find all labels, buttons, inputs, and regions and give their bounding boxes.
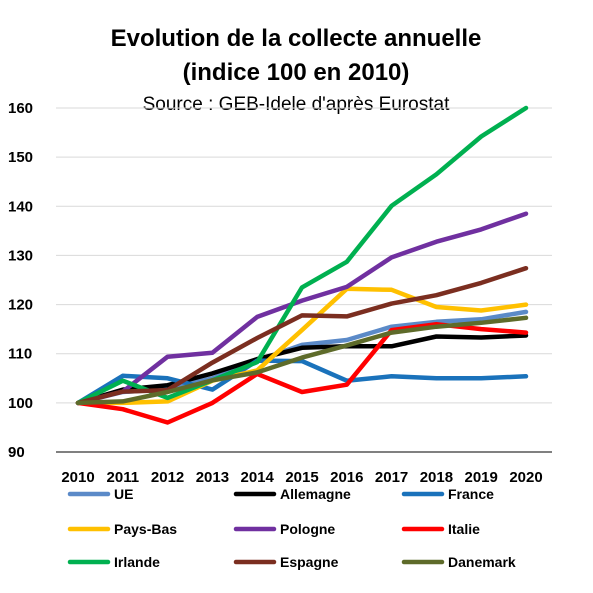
legend-label: Irlande [114,554,160,570]
series-line-pologne [75,211,529,406]
x-tick-label: 2019 [465,469,498,486]
series-line-france [75,358,529,406]
chart-title-line2: (indice 100 en 2010) [183,59,410,86]
series-line-danemark [75,315,529,406]
x-tick-label: 2010 [61,469,94,486]
legend-label: France [448,486,494,502]
y-tick-label: 140 [8,198,33,215]
y-axis: 90 100 110 120 130 140 150 160 [8,100,33,461]
y-tick-label: 120 [8,297,33,314]
x-tick-label: 2011 [107,469,140,486]
y-tick-label: 110 [8,346,32,363]
series-line-pays-bas [75,286,529,406]
legend-label: Italie [448,521,480,537]
x-tick-label: 2016 [330,469,363,486]
legend-label: Pologne [280,521,335,537]
x-axis: 2010 2011 2012 2013 2014 2015 2016 2017 2018 2019… [61,469,542,486]
series-line-allemagne [75,333,529,406]
legend-label: UE [114,486,133,502]
chart-title: Evolution de la collecte annuelle [111,25,482,52]
chart-subtitle: Source : GEB-Idele d'après Eurostat [143,94,450,115]
legend-label: Allemagne [280,486,351,502]
x-tick-label: 2013 [196,469,229,486]
legend-label: Espagne [280,554,339,570]
x-tick-label: 2014 [241,469,275,486]
x-tick-label: 2017 [375,469,408,486]
y-tick-label: 90 [8,444,25,461]
x-tick-label: 2020 [509,469,542,486]
y-tick-label: 160 [8,100,33,117]
y-tick-label: 130 [8,247,33,264]
legend-label: Pays-Bas [114,521,177,537]
series-line-espagne [75,265,529,406]
y-tick-label: 150 [8,149,33,166]
x-tick-label: 2012 [151,469,184,486]
legend: UE Allemagne France Pays-Bas Pologne Italie Ir… [67,486,516,570]
x-tick-label: 2015 [285,469,318,486]
x-tick-label: 2018 [420,469,453,486]
series-lines [75,105,529,425]
y-tick-label: 100 [8,395,33,412]
legend-label: Danemark [448,554,516,570]
